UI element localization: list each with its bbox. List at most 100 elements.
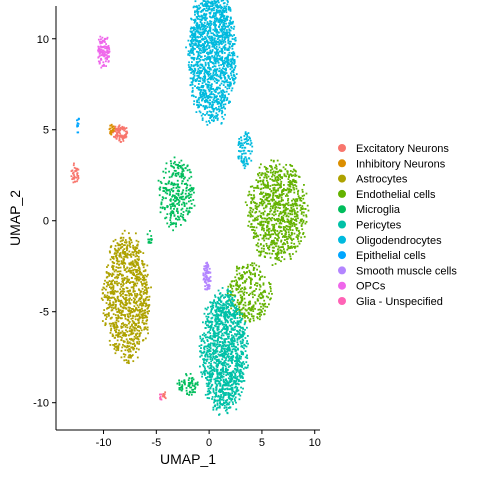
data-point — [132, 315, 134, 318]
data-point — [211, 375, 214, 378]
data-point — [180, 203, 183, 206]
data-point — [113, 135, 115, 138]
data-point — [241, 290, 243, 293]
data-point — [230, 379, 233, 382]
data-point — [114, 298, 117, 301]
data-point — [227, 76, 230, 79]
data-point — [186, 207, 188, 210]
data-point — [259, 163, 262, 166]
data-point — [114, 352, 117, 355]
data-point — [200, 49, 203, 52]
data-point — [106, 297, 109, 299]
data-point — [216, 326, 219, 329]
data-point — [264, 192, 267, 195]
data-point — [252, 290, 255, 293]
data-point — [204, 307, 207, 310]
data-point — [275, 206, 278, 208]
data-point — [190, 81, 193, 84]
data-point — [241, 341, 244, 343]
data-point — [109, 344, 112, 346]
data-point — [180, 172, 183, 175]
data-point — [109, 331, 112, 334]
data-point — [275, 203, 278, 206]
data-point — [228, 401, 231, 404]
data-point — [189, 35, 192, 38]
data-point — [230, 355, 233, 358]
data-point — [123, 266, 125, 269]
data-point — [229, 40, 232, 43]
data-point — [229, 43, 232, 45]
data-point — [258, 204, 261, 207]
data-point — [216, 345, 219, 348]
data-point — [159, 186, 162, 189]
data-point — [117, 266, 120, 269]
data-point — [131, 323, 133, 326]
data-point — [214, 335, 216, 338]
data-point — [278, 203, 281, 206]
data-point — [117, 274, 120, 276]
data-point — [172, 172, 175, 175]
data-point — [216, 307, 219, 310]
data-point — [236, 386, 239, 389]
data-point — [268, 232, 270, 234]
data-point — [112, 125, 115, 128]
data-point — [241, 276, 244, 279]
data-point — [116, 270, 119, 273]
data-point — [286, 203, 288, 205]
data-point — [110, 322, 113, 325]
data-point — [73, 176, 76, 179]
data-point — [134, 282, 136, 285]
data-point — [303, 235, 306, 238]
data-point — [139, 310, 142, 313]
data-point — [296, 238, 299, 240]
data-point — [238, 371, 241, 374]
data-point — [293, 211, 296, 214]
data-point — [132, 271, 135, 274]
data-point — [180, 193, 183, 196]
data-point — [135, 327, 138, 330]
data-point — [123, 255, 126, 258]
data-point — [115, 137, 118, 140]
data-point — [242, 353, 245, 356]
data-point — [117, 310, 119, 313]
data-point — [255, 202, 258, 205]
data-point — [259, 234, 262, 236]
data-point — [221, 307, 224, 310]
data-point — [274, 203, 277, 206]
data-point — [196, 62, 199, 64]
data-point — [282, 235, 285, 237]
data-point — [121, 246, 124, 248]
data-point — [142, 266, 145, 269]
data-point — [209, 329, 212, 331]
data-point — [123, 241, 126, 244]
data-point — [112, 261, 115, 264]
data-point — [109, 124, 112, 127]
data-point — [192, 79, 194, 82]
data-point — [289, 209, 292, 212]
data-point — [106, 313, 108, 316]
data-point — [227, 316, 230, 319]
data-point — [107, 283, 109, 286]
data-point — [215, 325, 217, 328]
data-point — [106, 294, 109, 297]
data-point — [221, 358, 224, 361]
data-point — [104, 323, 107, 325]
data-point — [217, 359, 220, 362]
data-point — [132, 301, 135, 304]
data-point — [144, 309, 147, 312]
data-point — [223, 384, 226, 387]
data-point — [280, 260, 282, 263]
data-point — [234, 333, 236, 335]
data-point — [195, 5, 198, 8]
data-point — [112, 307, 115, 310]
data-point — [198, 31, 201, 34]
data-point — [272, 227, 275, 230]
data-point — [204, 13, 207, 16]
data-point — [241, 342, 244, 345]
data-point — [214, 380, 217, 383]
data-point — [304, 208, 307, 210]
data-point — [275, 164, 277, 167]
data-point — [245, 267, 248, 269]
data-point — [147, 299, 150, 301]
data-point — [232, 20, 234, 23]
